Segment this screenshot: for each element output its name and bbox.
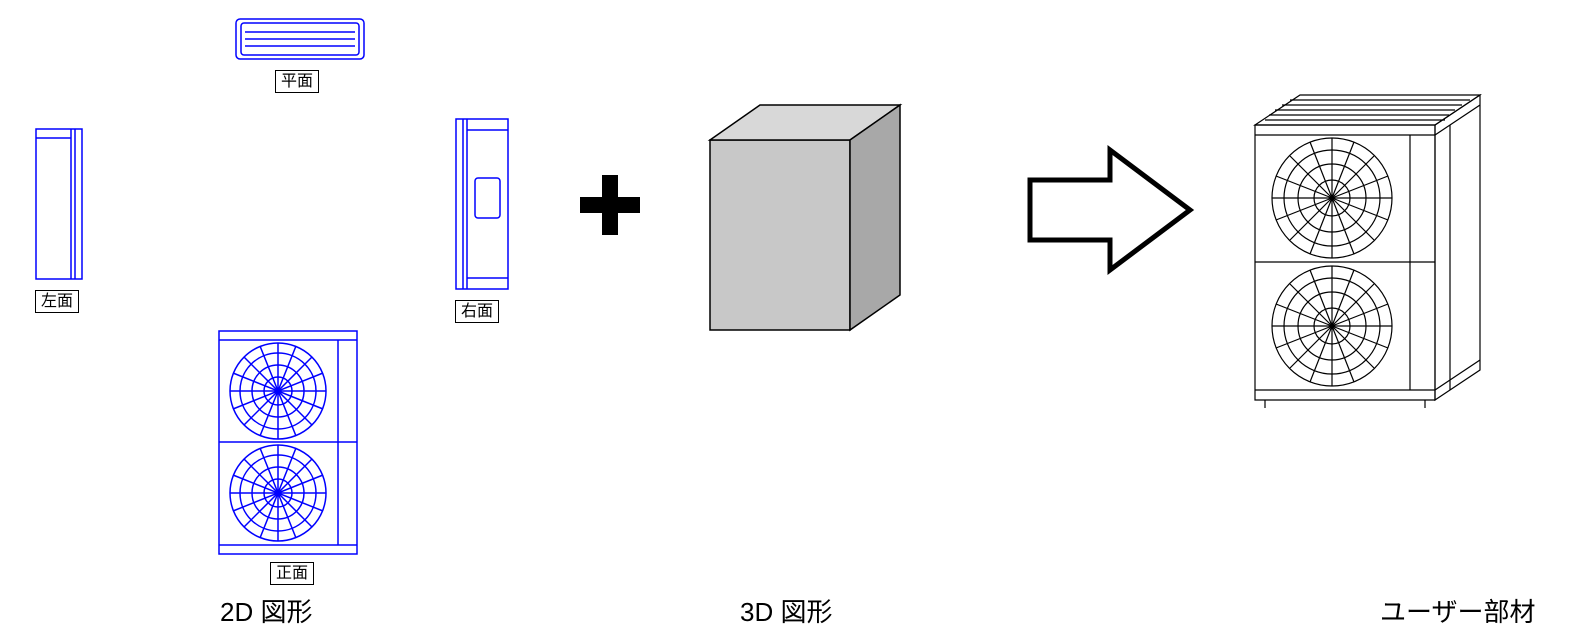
group-2d-label: 2D 図形 [220, 592, 312, 629]
box3d-svg [700, 100, 930, 340]
arrow-icon [1020, 140, 1200, 280]
view-front-label: 正面 [270, 562, 314, 585]
group-result-label: ユーザー部材 [1380, 592, 1535, 629]
plus-icon [575, 170, 645, 240]
view-front-svg [218, 330, 358, 555]
result-svg [1245, 80, 1525, 410]
view-top-svg [235, 18, 365, 60]
view-left-svg [35, 128, 83, 280]
view-left-label: 左面 [35, 290, 79, 313]
group-3d-label: 3D 図形 [740, 592, 832, 629]
view-right-svg [455, 118, 509, 290]
diagram-root: 平面 左面 右面 [0, 0, 1577, 633]
view-top-label: 平面 [275, 70, 319, 93]
view-right-label: 右面 [455, 300, 499, 323]
